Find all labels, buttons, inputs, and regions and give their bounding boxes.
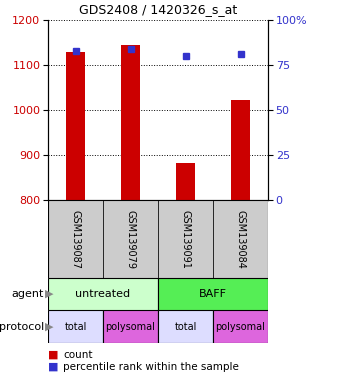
Bar [213, 310, 268, 343]
Bar [121, 45, 140, 200]
Text: GSM139079: GSM139079 [125, 210, 136, 268]
Bar [103, 310, 158, 343]
Bar [231, 100, 250, 200]
Text: ▶: ▶ [45, 321, 53, 331]
Bar [158, 200, 213, 278]
Bar [66, 51, 85, 200]
Text: agent: agent [12, 289, 44, 299]
Text: polysomal: polysomal [216, 321, 266, 331]
Bar [103, 200, 158, 278]
Text: ▶: ▶ [45, 289, 53, 299]
Text: count: count [63, 350, 93, 360]
Text: total: total [174, 321, 197, 331]
Text: percentile rank within the sample: percentile rank within the sample [63, 362, 239, 372]
Text: GSM139084: GSM139084 [236, 210, 245, 268]
Text: GSM139091: GSM139091 [181, 210, 190, 268]
Text: polysomal: polysomal [105, 321, 155, 331]
Text: untreated: untreated [75, 289, 131, 299]
Bar [176, 163, 195, 200]
Text: BAFF: BAFF [199, 289, 227, 299]
Title: GDS2408 / 1420326_s_at: GDS2408 / 1420326_s_at [79, 3, 237, 16]
Bar [48, 278, 158, 310]
Text: total: total [64, 321, 87, 331]
Text: GSM139087: GSM139087 [70, 210, 81, 268]
Bar [48, 310, 103, 343]
Bar [158, 278, 268, 310]
Text: ■: ■ [48, 350, 58, 360]
Text: protocol: protocol [0, 321, 44, 331]
Bar [158, 310, 213, 343]
Text: ■: ■ [48, 362, 58, 372]
Bar [48, 200, 103, 278]
Bar [213, 200, 268, 278]
